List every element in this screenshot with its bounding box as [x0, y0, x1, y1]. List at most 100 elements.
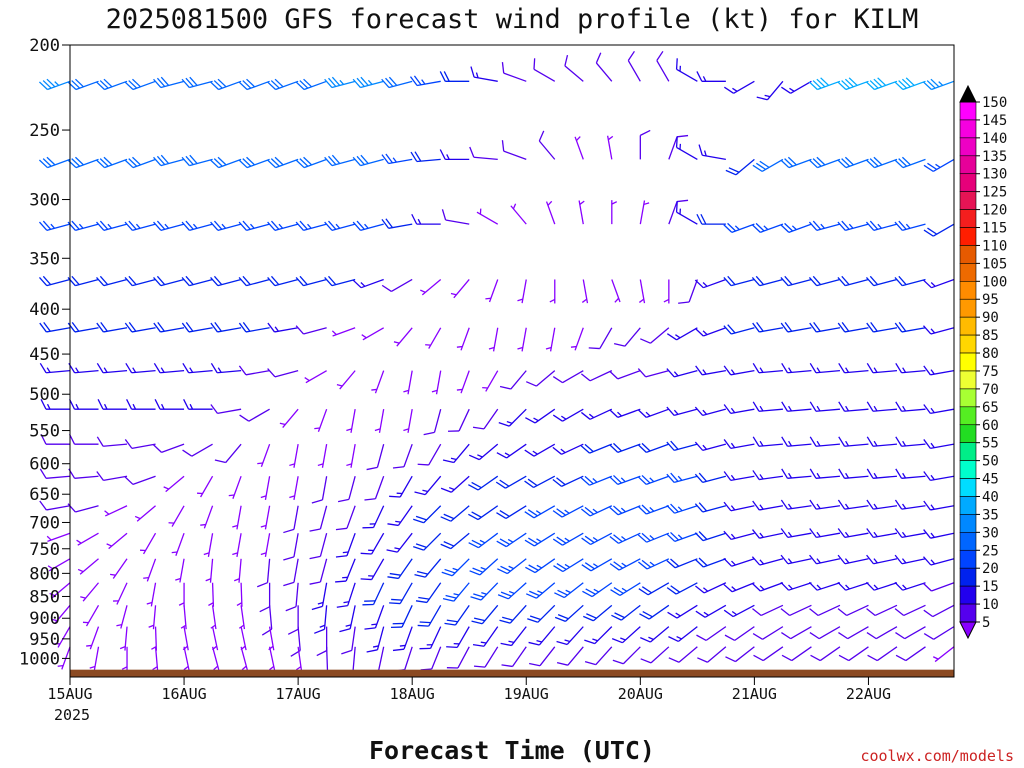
barb-staff	[362, 327, 385, 341]
barb-feather	[723, 276, 732, 287]
barb-feather	[905, 77, 915, 86]
barb-feather	[895, 468, 903, 479]
wind-barb	[106, 532, 128, 550]
barb-half-feather	[702, 444, 708, 450]
wind-barb	[517, 327, 527, 352]
barb-feather	[299, 220, 308, 230]
wind-barb	[414, 558, 442, 578]
wind-barb	[923, 500, 955, 511]
barb-feather	[809, 362, 817, 374]
barb-feather	[752, 500, 760, 511]
barb-half-feather	[844, 531, 850, 538]
barb-feather	[67, 276, 76, 287]
x-year-label: 2025	[54, 706, 90, 724]
wind-barb	[180, 605, 187, 630]
barb-staff	[346, 505, 356, 529]
wind-barb	[552, 443, 584, 455]
barb-feather	[580, 508, 591, 517]
barb-half-feather	[304, 377, 310, 382]
wind-barb	[381, 153, 413, 165]
barb-half-feather	[592, 563, 599, 568]
barb-staff	[650, 327, 670, 344]
barb-feather	[727, 324, 736, 334]
wind-barb	[723, 439, 755, 449]
barb-feather	[499, 479, 510, 487]
barb-half-feather	[249, 223, 255, 229]
wind-barb	[441, 209, 470, 225]
wind-barb	[233, 558, 242, 583]
barb-feather	[727, 222, 737, 232]
wind-barb	[346, 409, 356, 433]
wind-barb	[260, 505, 271, 530]
barb-staff	[933, 626, 955, 640]
barb-staff	[705, 626, 727, 641]
wind-barb	[336, 370, 356, 390]
barb-feather	[727, 275, 736, 286]
barb-staff	[562, 370, 584, 384]
wind-barb	[922, 582, 955, 592]
barb-feather	[841, 80, 851, 89]
barb-staff	[303, 278, 327, 287]
barb-feather	[153, 221, 162, 231]
barb-feather	[640, 129, 651, 136]
wind-barb	[124, 475, 156, 486]
barb-staff	[627, 60, 641, 82]
barb-half-feather	[342, 551, 349, 554]
wind-barb	[694, 278, 727, 289]
barb-feather	[780, 528, 789, 538]
colorbar-cell	[959, 514, 977, 533]
barb-staff	[473, 156, 498, 161]
wind-barb	[499, 604, 527, 624]
wind-barb	[581, 558, 613, 572]
barb-feather	[38, 276, 48, 287]
barb-feather	[580, 411, 591, 420]
barb-feather	[554, 592, 565, 599]
barb-half-feather	[649, 535, 655, 540]
barb-staff	[352, 646, 356, 671]
barb-half-feather	[621, 536, 627, 541]
barb-staff	[217, 408, 242, 414]
barb-half-feather	[873, 367, 878, 373]
barb-feather	[894, 581, 904, 591]
barb-feather	[40, 433, 47, 445]
barb-feather	[385, 218, 394, 228]
wind-barb	[346, 444, 356, 468]
wind-barb	[666, 558, 698, 569]
barb-staff	[676, 327, 698, 341]
barb-feather	[274, 156, 284, 166]
barb-half-feather	[545, 346, 552, 350]
barb-staff	[674, 532, 698, 543]
barb-half-feather	[479, 539, 486, 544]
barb-staff	[819, 646, 841, 662]
wind-barb	[364, 605, 385, 630]
barb-half-feather	[816, 503, 821, 509]
barb-half-feather	[592, 638, 598, 642]
barb-feather	[930, 78, 940, 88]
barb-half-feather	[346, 463, 352, 467]
barb-half-feather	[46, 535, 52, 541]
barb-half-feather	[89, 665, 96, 669]
barb-feather	[787, 156, 797, 166]
barb-feather	[641, 532, 651, 542]
barb-feather	[809, 631, 820, 640]
barb-feather	[865, 276, 875, 287]
y-tick-label: 250	[29, 121, 60, 141]
barb-feather	[837, 159, 847, 169]
barb-staff	[246, 80, 270, 91]
wind-barb	[809, 499, 841, 510]
barb-feather	[527, 509, 538, 517]
wind-barb	[838, 362, 869, 374]
barb-half-feather	[905, 223, 911, 229]
wind-barb	[723, 530, 755, 541]
wind-barb	[205, 558, 214, 583]
wind-barb	[609, 505, 641, 516]
barb-feather	[670, 558, 680, 567]
wind-barb	[431, 370, 442, 395]
barb-feather	[39, 468, 47, 479]
barb-feather	[341, 649, 353, 655]
barb-feather	[387, 576, 399, 580]
barb-feather	[696, 213, 703, 225]
wind-barb	[640, 327, 670, 344]
barb-feather	[611, 638, 623, 644]
barb-staff	[351, 626, 356, 651]
